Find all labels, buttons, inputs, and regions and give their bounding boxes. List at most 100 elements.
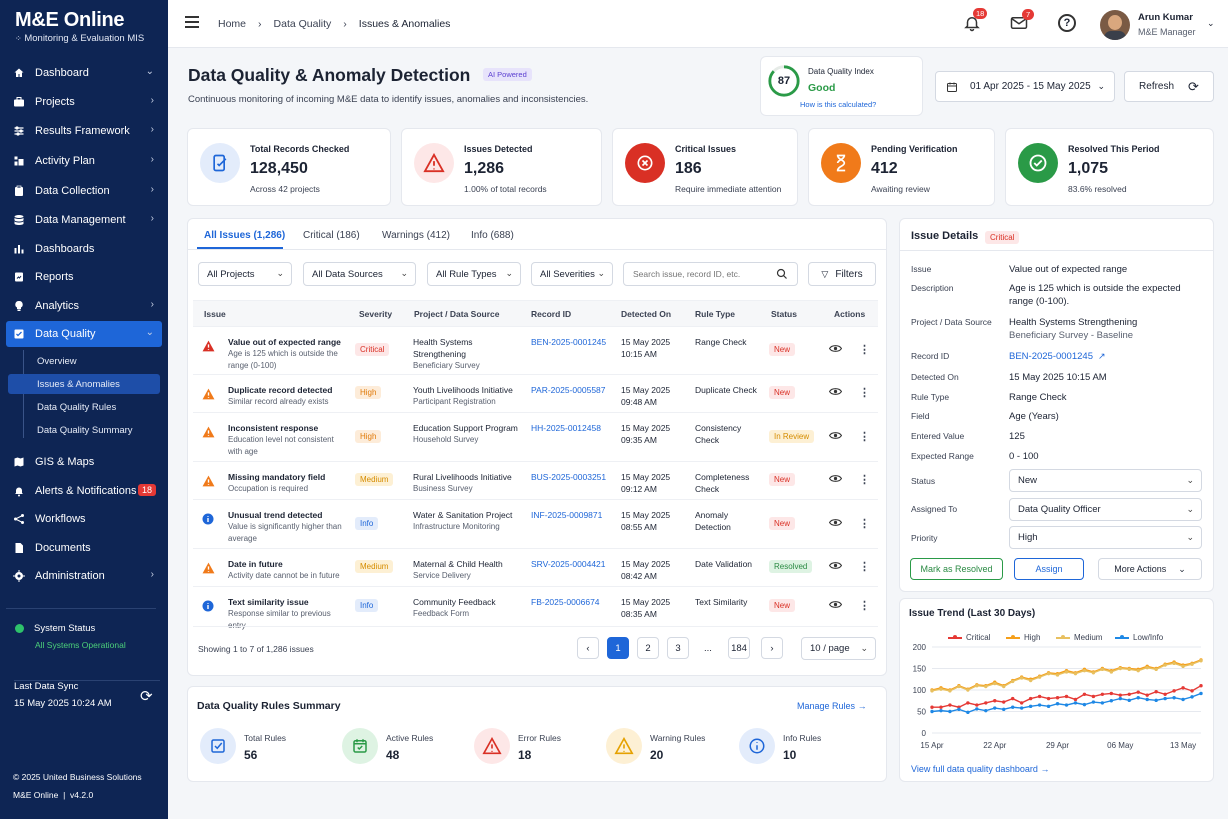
- legend-critical[interactable]: Critical: [948, 633, 990, 642]
- priority-select[interactable]: High ⌄: [1009, 526, 1202, 549]
- search-icon[interactable]: [776, 267, 788, 285]
- sidebar-item-activity-plan[interactable]: Activity Plan ›: [6, 148, 162, 174]
- column-header[interactable]: Project / Data Source: [414, 309, 500, 319]
- breadcrumb-data-quality[interactable]: Data Quality: [273, 18, 332, 30]
- help-icon[interactable]: ?: [1058, 14, 1076, 32]
- sidebar-item-analytics[interactable]: Analytics ›: [6, 293, 162, 319]
- severities-filter[interactable]: All Severities ⌄: [531, 262, 613, 286]
- submenu-item-data-quality-rules[interactable]: Data Quality Rules: [37, 401, 117, 413]
- page-button-1[interactable]: 1: [607, 637, 629, 659]
- stat-card-total-records[interactable]: Total Records Checked 128,450 Across 42 pr…: [187, 128, 391, 206]
- menu-icon[interactable]: [185, 16, 199, 28]
- view-icon[interactable]: [828, 431, 843, 443]
- more-options-icon[interactable]: ⋮: [859, 517, 870, 530]
- table-row[interactable]: Value out of expected range Age is 125 wh…: [193, 326, 878, 374]
- page-button-3[interactable]: 3: [667, 637, 689, 659]
- column-header[interactable]: Issue: [204, 309, 226, 319]
- record-id-link[interactable]: INF-2025-0009871: [531, 510, 603, 520]
- status-select[interactable]: New ⌄: [1009, 469, 1202, 492]
- more-actions-button[interactable]: More Actions ⌄: [1098, 558, 1202, 580]
- more-options-icon[interactable]: ⋮: [859, 430, 870, 443]
- projects-filter[interactable]: All Projects ⌄: [198, 262, 292, 286]
- sidebar-item-administration[interactable]: Administration ›: [6, 563, 162, 589]
- submenu-item-data-quality-summary[interactable]: Data Quality Summary: [37, 424, 133, 436]
- date-range-picker[interactable]: 01 Apr 2025 - 15 May 2025 ⌄: [935, 71, 1115, 102]
- sidebar-item-data-collection[interactable]: Data Collection ›: [6, 178, 162, 204]
- manage-rules-link[interactable]: Manage Rules →: [797, 701, 867, 711]
- sidebar-item-results-framework[interactable]: Results Framework ›: [6, 118, 162, 144]
- stat-card-resolved-period[interactable]: Resolved This Period 1,075 83.6% resolved: [1005, 128, 1214, 206]
- sidebar-item-alerts-notifications[interactable]: Alerts & Notifications 18: [6, 478, 162, 504]
- tab-critical[interactable]: Critical (186): [303, 230, 360, 241]
- view-icon[interactable]: [828, 344, 843, 356]
- column-header[interactable]: Detected On: [621, 309, 672, 319]
- view-icon[interactable]: [828, 518, 843, 530]
- stat-card-pending-verification[interactable]: Pending Verification 412 Awaiting review: [808, 128, 995, 206]
- table-row[interactable]: Duplicate record detected Similar record …: [193, 374, 878, 412]
- dqi-calc-link[interactable]: How is this calculated?: [800, 100, 877, 109]
- legend-high[interactable]: High: [1006, 633, 1040, 642]
- external-link-icon[interactable]: ↗: [1097, 351, 1106, 361]
- view-icon[interactable]: [828, 387, 843, 399]
- more-options-icon[interactable]: ⋮: [859, 561, 870, 573]
- sidebar-item-reports[interactable]: Reports: [6, 264, 162, 290]
- mark-resolved-button[interactable]: Mark as Resolved: [910, 558, 1003, 580]
- rule-types-filter[interactable]: All Rule Types ⌄: [427, 262, 521, 286]
- stat-card-critical-issues[interactable]: Critical Issues 186 Require immediate atte…: [612, 128, 798, 206]
- stat-card-issues-detected[interactable]: Issues Detected 1,286 1.00% of total recor…: [401, 128, 602, 206]
- view-icon[interactable]: [828, 600, 843, 612]
- table-row[interactable]: Date in future Activity date cannot be in…: [193, 548, 878, 586]
- sidebar-item-data-management[interactable]: Data Management ›: [6, 207, 162, 233]
- table-row[interactable]: Inconsistent response Education level not…: [193, 412, 878, 461]
- prev-page-button[interactable]: ‹: [577, 637, 599, 659]
- detail-value-record-id[interactable]: BEN-2025-0001245 ↗: [1009, 351, 1106, 362]
- tab-warnings[interactable]: Warnings (412): [382, 230, 450, 241]
- sidebar-item-data-quality[interactable]: Data Quality ⌄: [6, 321, 162, 347]
- column-header[interactable]: Severity: [359, 309, 393, 319]
- table-row[interactable]: Text similarity issue Response similar to…: [193, 586, 878, 630]
- record-id-link[interactable]: SRV-2025-0004421: [531, 559, 606, 569]
- assign-button[interactable]: Assign: [1014, 558, 1084, 580]
- more-options-icon[interactable]: ⋮: [859, 387, 870, 399]
- table-row[interactable]: Unusual trend detected Value is significa…: [193, 499, 878, 548]
- legend-low-info[interactable]: Low/Info: [1115, 633, 1163, 642]
- page-button-2[interactable]: 2: [637, 637, 659, 659]
- record-id-link[interactable]: BEN-2025-0001245: [531, 337, 607, 347]
- avatar[interactable]: [1100, 10, 1130, 40]
- record-id-link[interactable]: HH-2025-0012458: [531, 423, 601, 433]
- sidebar-item-dashboard[interactable]: Dashboard ⌄: [6, 60, 162, 86]
- refresh-button[interactable]: Refresh ⟳: [1124, 71, 1214, 102]
- column-header[interactable]: Rule Type: [695, 309, 735, 319]
- next-page-button[interactable]: ›: [761, 637, 783, 659]
- tab-all[interactable]: All Issues (1,286): [204, 230, 286, 241]
- brand[interactable]: M&E Online ⁘ Monitoring & Evaluation MIS: [15, 9, 144, 44]
- view-icon[interactable]: [828, 474, 843, 486]
- sidebar-item-projects[interactable]: Projects ›: [6, 89, 162, 115]
- sidebar-item-dashboards[interactable]: Dashboards: [6, 236, 162, 262]
- column-header[interactable]: Record ID: [531, 309, 572, 319]
- sync-icon[interactable]: ⟳: [140, 688, 153, 705]
- assigned-select[interactable]: Data Quality Officer ⌄: [1009, 498, 1202, 521]
- page-button-184[interactable]: 184: [728, 637, 750, 659]
- filters-button[interactable]: ▽ Filters: [808, 262, 876, 286]
- breadcrumb-home[interactable]: Home: [218, 18, 247, 30]
- sidebar-item-workflows[interactable]: Workflows: [6, 506, 162, 532]
- submenu-item-issues-anomalies[interactable]: Issues & Anomalies: [8, 374, 160, 394]
- more-options-icon[interactable]: ⋮: [859, 600, 870, 612]
- more-options-icon[interactable]: ⋮: [859, 344, 870, 356]
- user-menu-chevron-icon[interactable]: ⌄: [1207, 18, 1215, 28]
- mail-icon[interactable]: 7: [1010, 9, 1035, 36]
- more-options-icon[interactable]: ⋮: [859, 474, 870, 486]
- full-dashboard-link[interactable]: View full data quality dashboard →: [911, 764, 1050, 774]
- record-id-link[interactable]: BUS-2025-0003251: [531, 472, 607, 482]
- legend-medium[interactable]: Medium: [1056, 633, 1102, 642]
- per-page-select[interactable]: 10 / page ⌄: [801, 637, 876, 660]
- view-icon[interactable]: [828, 561, 843, 573]
- table-row[interactable]: Missing mandatory field Occupation is req…: [193, 461, 878, 499]
- column-header[interactable]: Status: [771, 309, 797, 319]
- sidebar-item-gis-maps[interactable]: GIS & Maps: [6, 449, 162, 475]
- record-id-link[interactable]: FB-2025-0006674: [531, 597, 600, 607]
- record-id-link[interactable]: PAR-2025-0005587: [531, 385, 606, 395]
- data-sources-filter[interactable]: All Data Sources ⌄: [303, 262, 416, 286]
- bell-icon[interactable]: 18: [963, 8, 988, 37]
